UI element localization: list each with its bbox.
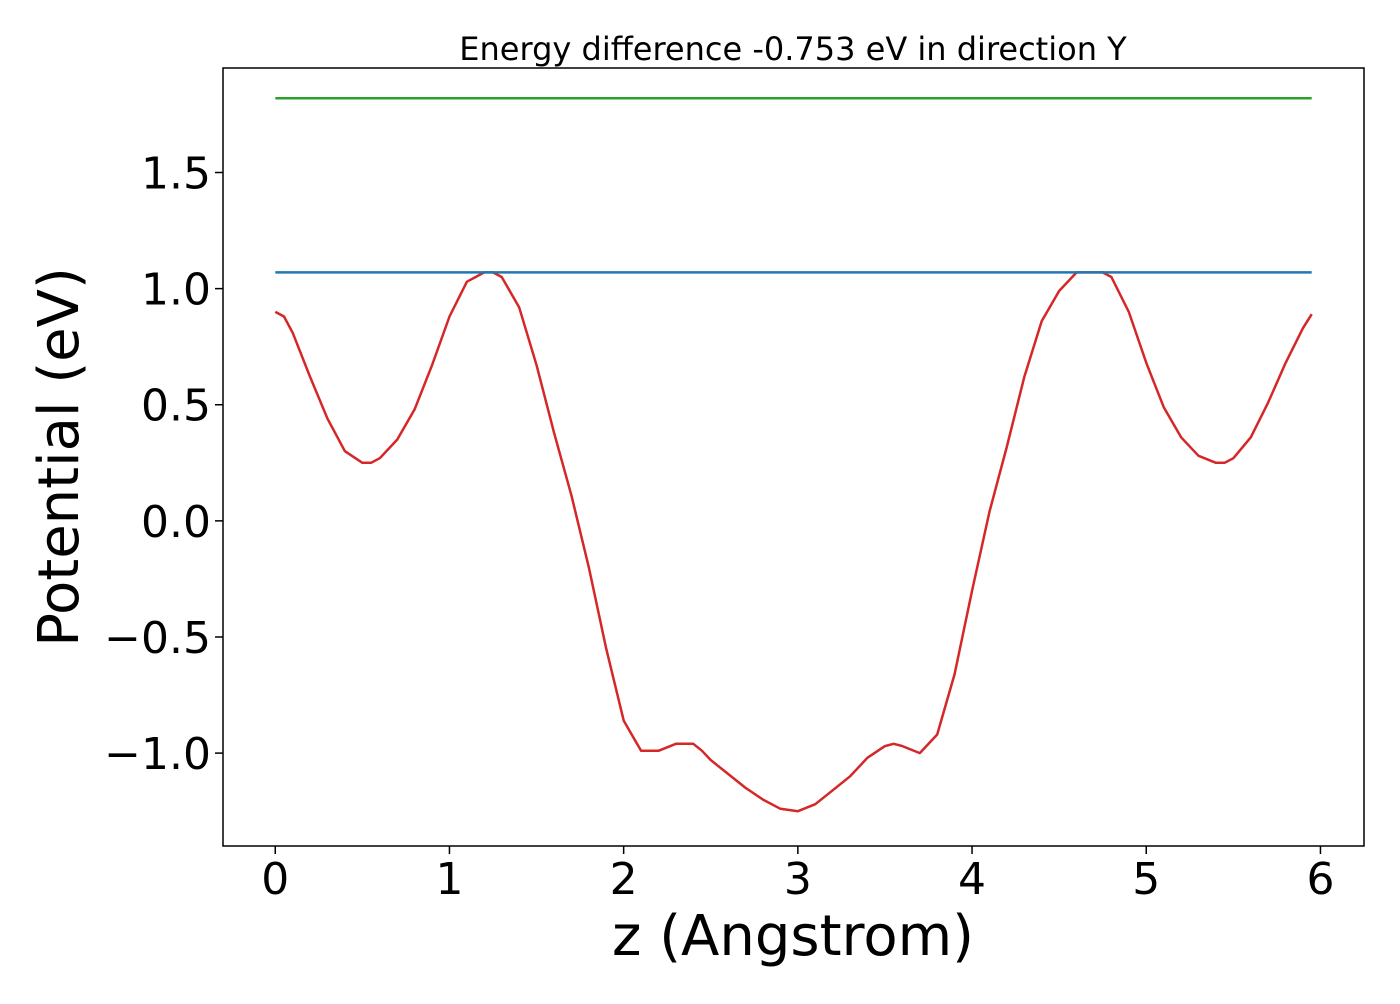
x-tick-label: 3 bbox=[784, 854, 812, 905]
series-line-0 bbox=[274, 271, 1313, 813]
y-tick-label: −1.0 bbox=[104, 729, 211, 780]
y-tick-label: 1.0 bbox=[141, 265, 211, 316]
x-tick-label: 5 bbox=[1132, 854, 1160, 905]
x-tick-label: 4 bbox=[958, 854, 986, 905]
x-tick-label: 0 bbox=[261, 854, 289, 905]
x-axis-label: z (Angstrom) bbox=[612, 904, 974, 969]
x-tick-label: 2 bbox=[610, 854, 638, 905]
y-tick-label: 0.5 bbox=[141, 381, 211, 432]
y-axis-label: Potential (eV) bbox=[27, 267, 92, 647]
y-tick-label: −0.5 bbox=[104, 613, 211, 664]
y-tick-label: 0.0 bbox=[141, 497, 211, 548]
y-tick-label: 1.5 bbox=[141, 149, 211, 200]
chart-title: Energy difference -0.753 eV in direction… bbox=[459, 30, 1127, 68]
x-tick-label: 1 bbox=[435, 854, 463, 905]
x-tick-label: 6 bbox=[1306, 854, 1334, 905]
y-axis-ticks: −1.0 −0.5 0.0 0.5 1.0 1.5 bbox=[104, 149, 223, 780]
x-axis-ticks: 0 1 2 3 4 5 6 bbox=[261, 846, 1334, 905]
plot-area bbox=[222, 67, 1365, 847]
series-layer bbox=[274, 96, 1313, 813]
